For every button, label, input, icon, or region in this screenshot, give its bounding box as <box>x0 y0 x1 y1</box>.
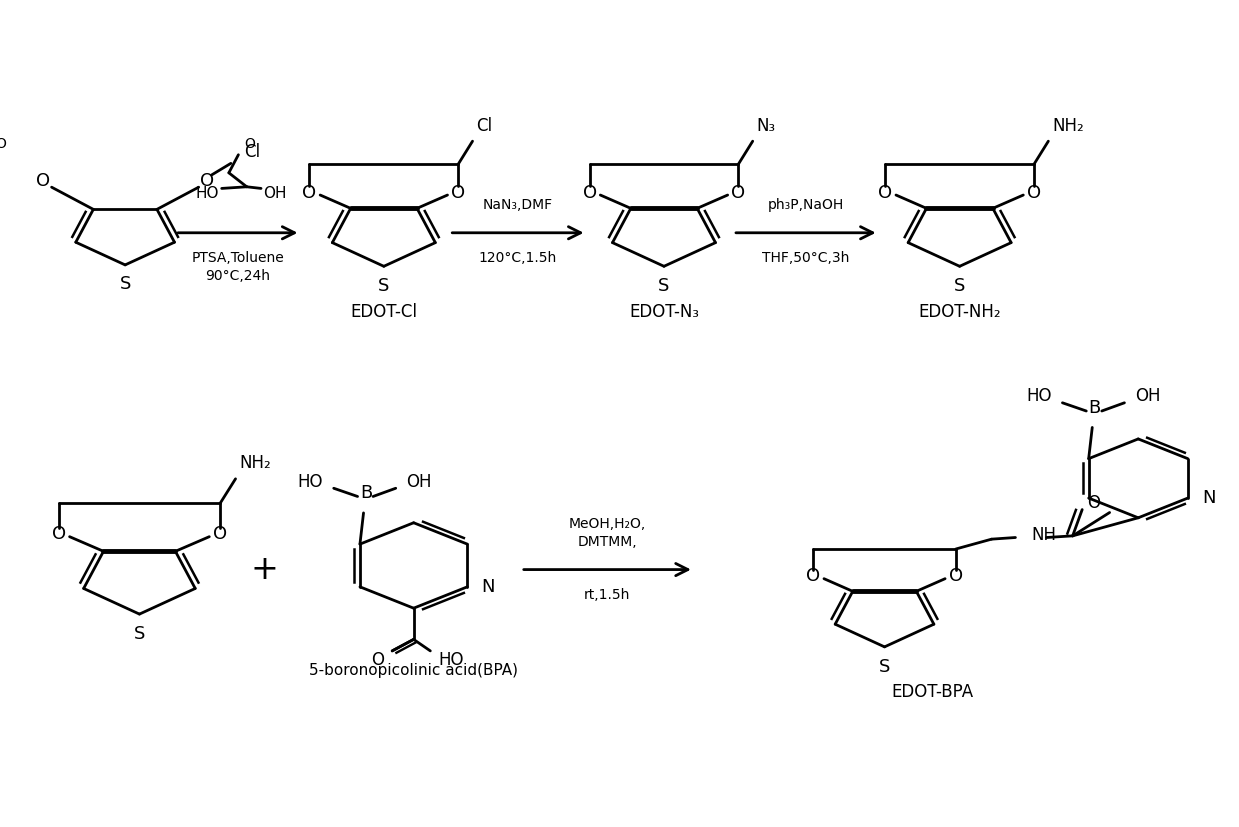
Text: NH: NH <box>1031 526 1056 544</box>
Text: O: O <box>52 525 66 543</box>
Text: S: S <box>378 277 389 295</box>
Text: OH: OH <box>264 186 287 201</box>
Text: OH: OH <box>1135 387 1161 405</box>
Text: O: O <box>451 184 466 202</box>
Text: EDOT-NH₂: EDOT-NH₂ <box>918 304 1001 322</box>
Text: Cl: Cl <box>476 117 492 136</box>
Text: S: S <box>119 275 131 293</box>
Text: O: O <box>302 184 316 202</box>
Text: 5-boronopicolinic acid(BPA): 5-boronopicolinic acid(BPA) <box>310 663 518 678</box>
Text: S: S <box>658 277 669 295</box>
Text: N: N <box>1202 489 1215 507</box>
Text: B: B <box>1089 399 1100 417</box>
Text: EDOT-Cl: EDOT-Cl <box>351 304 418 322</box>
Text: NaN₃,DMF: NaN₃,DMF <box>483 198 553 213</box>
Text: NH₂: NH₂ <box>239 454 271 472</box>
Text: Cl: Cl <box>244 143 260 161</box>
Text: O: O <box>949 567 963 586</box>
Text: O: O <box>582 184 597 202</box>
Text: 90°C,24h: 90°C,24h <box>206 269 270 283</box>
Text: HO: HO <box>1026 387 1052 405</box>
Text: OH: OH <box>406 473 432 490</box>
Text: rt,1.5h: rt,1.5h <box>584 588 631 602</box>
Text: 120°C,1.5h: 120°C,1.5h <box>478 251 558 265</box>
Text: +: + <box>250 553 279 586</box>
Text: S: S <box>878 657 891 676</box>
Text: S: S <box>954 277 965 295</box>
Text: EDOT-BPA: EDOT-BPA <box>891 683 974 701</box>
Text: O: O <box>370 651 384 669</box>
Text: HO: HO <box>297 473 323 490</box>
Text: B: B <box>359 485 372 502</box>
Text: NH₂: NH₂ <box>1052 117 1084 136</box>
Text: O: O <box>199 172 214 189</box>
Text: EDOT-N₃: EDOT-N₃ <box>629 304 699 322</box>
Text: O: O <box>213 525 227 543</box>
Text: O: O <box>1087 494 1100 512</box>
Text: PTSA,Toluene: PTSA,Toluene <box>191 251 284 265</box>
Text: THF,50°C,3h: THF,50°C,3h <box>762 251 850 265</box>
Text: N₃: N₃ <box>756 117 776 136</box>
Text: MeOH,H₂O,: MeOH,H₂O, <box>569 517 646 531</box>
Text: N: N <box>482 578 496 595</box>
Text: O: O <box>731 184 746 202</box>
Text: HO: HO <box>196 186 219 201</box>
Text: O: O <box>807 567 820 586</box>
Text: HO: HO <box>439 651 465 669</box>
Text: DMTMM,: DMTMM, <box>577 535 637 549</box>
Text: ph₃P,NaOH: ph₃P,NaOH <box>768 198 844 213</box>
Text: O: O <box>878 184 892 202</box>
Text: O: O <box>244 137 255 151</box>
Text: O: O <box>36 172 51 189</box>
Text: O: O <box>0 137 6 151</box>
Text: O: O <box>1027 184 1041 202</box>
Text: S: S <box>134 624 145 643</box>
